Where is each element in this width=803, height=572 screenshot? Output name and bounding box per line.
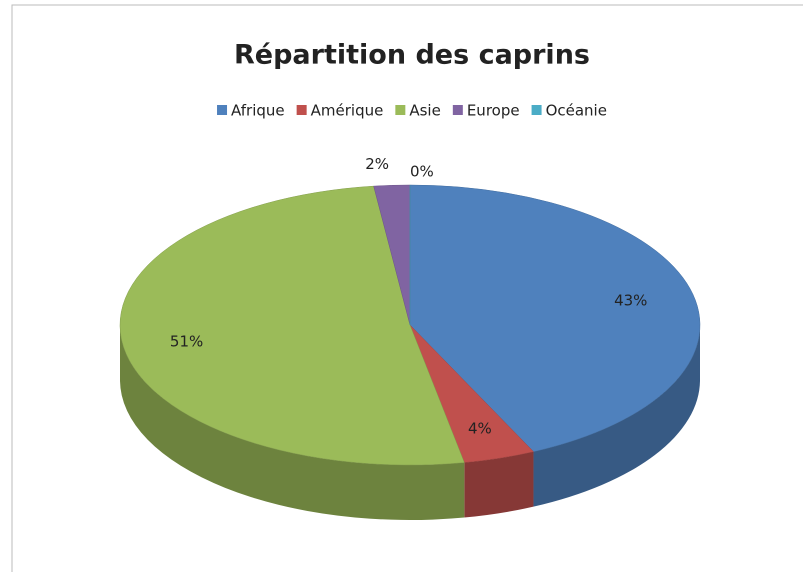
data-labels: 43% 4% 51% 2% 0% [170,155,648,438]
pie-tops [119,184,701,466]
chart-title: Répartition des caprins [234,40,590,71]
data-label: 0% [410,163,434,181]
data-label: 4% [468,419,492,437]
data-label: 2% [365,155,389,173]
slice-side [464,451,534,518]
legend-label: Amérique [311,102,384,120]
slice-side [120,325,465,520]
legend-label: Océanie [546,102,607,120]
legend-swatch [296,105,307,115]
data-label: 43% [614,292,647,310]
legend-label: Asie [409,102,440,120]
legend-swatch [531,105,542,115]
data-label: 51% [170,333,203,351]
legend-swatch [395,105,406,115]
slice-side [533,325,700,507]
pie-sides [120,325,700,520]
pie-slice [409,184,701,452]
legend-label: Afrique [231,102,285,120]
legend-swatch [452,105,463,115]
pie-slice [119,185,465,466]
legend-swatch [217,105,228,115]
legend-label: Europe [467,102,520,120]
legend: Afrique Amérique Asie Europe Océanie [217,102,607,120]
